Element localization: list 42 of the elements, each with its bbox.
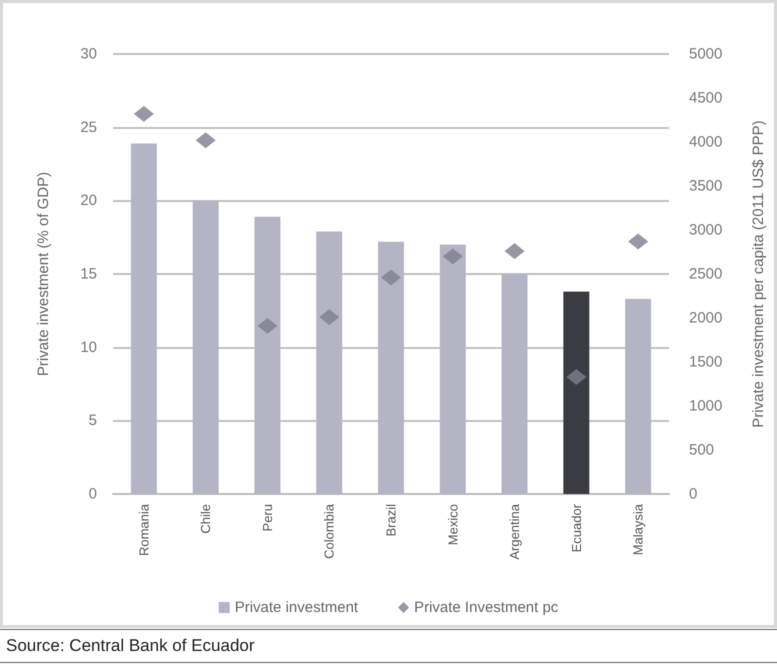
point — [442, 248, 463, 264]
y-axis-title: Private investment (% of GDP) — [35, 172, 52, 376]
point — [319, 309, 340, 326]
y2-tick-label: 2500 — [689, 266, 722, 282]
y-tick-label: 20 — [80, 192, 97, 210]
point — [566, 368, 586, 385]
point — [134, 106, 154, 122]
source-note: Source: Central Bank of Ecuador — [6, 636, 256, 656]
y2-tick-label: 4000 — [689, 134, 722, 150]
y2-tick-label: 2000 — [689, 310, 722, 326]
legend-label: Private investment — [234, 599, 359, 616]
y-tick-label: 5 — [88, 412, 97, 430]
y-tick-label: 15 — [80, 266, 97, 282]
x-tick-label: Argentina — [507, 503, 522, 560]
y2-tick-label: 5000 — [689, 46, 722, 62]
x-tick-label: Mexico — [445, 504, 460, 546]
y2-tick-label: 3500 — [689, 178, 722, 194]
y2-tick-label: 1000 — [689, 398, 722, 414]
x-tick-label: Colombia — [322, 503, 337, 559]
x-tick-label: Brazil — [384, 504, 398, 537]
y-tick-label: 30 — [80, 46, 97, 62]
point — [504, 243, 525, 260]
x-tick-label: Ecuador — [568, 503, 584, 552]
point — [196, 132, 216, 148]
y-tick-label: 10 — [80, 338, 97, 356]
y2-axis-title: Private investment per capita (2011 US$ PPP) — [750, 120, 767, 428]
x-tick-label: Chile — [198, 504, 214, 534]
y2-tick-label: 4500 — [689, 90, 722, 106]
x-tick-label: Peru — [260, 504, 275, 532]
x-tick-label: Malaysia — [630, 503, 646, 556]
y2-tick-label: 1500 — [689, 354, 722, 370]
bar — [563, 292, 590, 494]
y-tick-label: 25 — [80, 118, 97, 136]
legend-label: Private Investment pc — [414, 599, 559, 616]
point — [257, 318, 278, 334]
y2-tick-label: 500 — [689, 442, 714, 458]
y2-tick-label: 3000 — [689, 222, 722, 238]
y-tick-label: 0 — [88, 486, 97, 502]
point — [381, 270, 401, 286]
point — [628, 233, 648, 250]
x-tick-label: Romania — [136, 503, 152, 556]
y2-tick-label: 0 — [689, 486, 698, 502]
